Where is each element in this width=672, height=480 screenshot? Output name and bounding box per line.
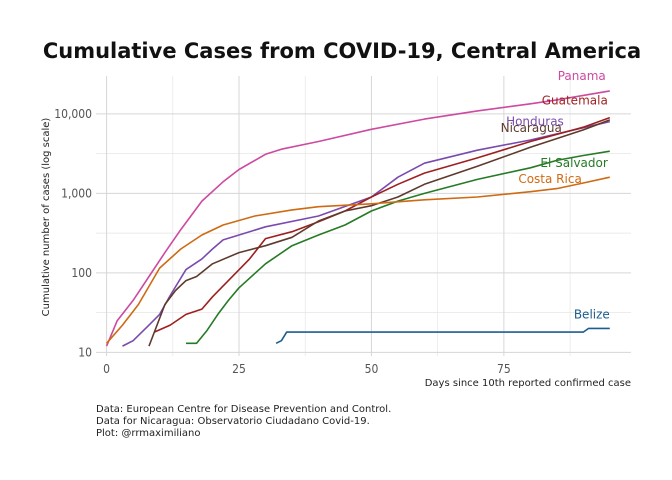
- series-labels: Panama Honduras Guatemala Nicaragua El Salva…: [501, 69, 610, 322]
- x-tick-label: 25: [232, 362, 246, 376]
- series-label-honduras: Honduras: [506, 115, 564, 129]
- series-line-panama: [105, 90, 610, 347]
- y-tick-label: 1,000: [61, 186, 92, 200]
- x-tick-label: 75: [497, 362, 511, 376]
- caption: Data: European Centre for Disease Preven…: [96, 404, 391, 440]
- y-axis-label: Cumulative number of cases (log scale): [41, 118, 52, 317]
- series-label-guatemala: Guatemala: [542, 94, 608, 108]
- y-tick-label: 100: [71, 266, 92, 280]
- series-line-el-salvador: [186, 150, 610, 345]
- series-line-belize: [275, 327, 610, 345]
- y-tick-label: 10: [78, 345, 92, 359]
- series-lines: [105, 90, 611, 347]
- series-label-el-salvador: El Salvador: [540, 156, 607, 170]
- y-tick-label: 10,000: [54, 107, 92, 121]
- series-line-guatemala: [153, 116, 611, 333]
- series-line-honduras: [122, 120, 610, 347]
- x-axis-label: Days since 10th reported confirmed case: [425, 378, 631, 389]
- series-label-panama: Panama: [558, 69, 606, 83]
- tick-labels: 0 25 50 75 10 100 1,000 10,000: [54, 107, 511, 376]
- series-label-nicaragua: Nicaragua: [501, 121, 562, 135]
- series-line-costa-rica: [105, 176, 610, 344]
- grid: [96, 76, 631, 356]
- x-tick-label: 0: [103, 362, 110, 376]
- caption-line-2: Data for Nicaragua: Observatorio Ciudada…: [96, 416, 370, 427]
- x-tick-label: 50: [365, 362, 379, 376]
- caption-line-3: Plot: @rrmaximiliano: [96, 428, 201, 439]
- series-label-costa-rica: Costa Rica: [518, 172, 581, 186]
- chart-title: Cumulative Cases from COVID-19, Central …: [43, 39, 641, 63]
- series-line-nicaragua: [148, 119, 611, 347]
- caption-line-1: Data: European Centre for Disease Preven…: [96, 404, 392, 415]
- series-label-belize: Belize: [574, 307, 610, 321]
